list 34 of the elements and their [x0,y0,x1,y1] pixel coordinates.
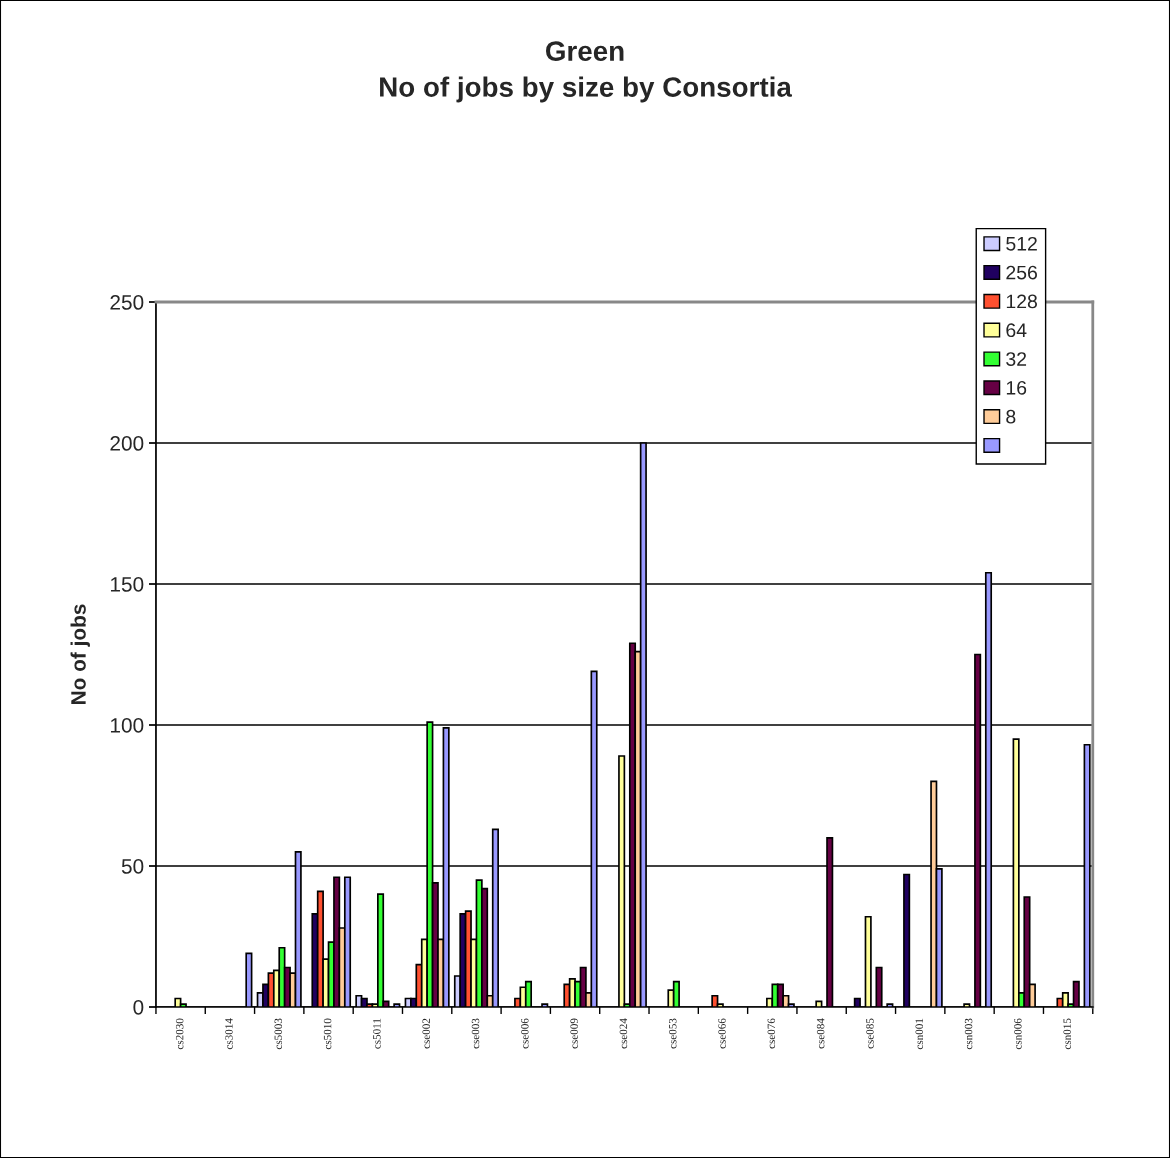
x-tick-label: cse009 [570,1018,578,1049]
x-tick-label: cs5003 [274,1018,283,1050]
legend-label: 8 [1006,409,1016,424]
chart-title: Green No of jobs by size by Consortia [380,41,793,103]
x-tick-label: cs5010 [323,1018,332,1050]
y-tick-label: 200 [110,436,144,451]
x-tick-label: csn006 [1014,1018,1022,1050]
y-tick-label: 0 [133,1000,144,1015]
x-tick-label: cse084 [816,1018,825,1049]
x-tick-label: cs3014 [225,1018,233,1050]
x-tick-label: cse002 [422,1018,430,1049]
x-tick-label: cs2030 [175,1018,184,1050]
legend-label: 64 [1006,323,1027,338]
x-tick-label: csn003 [964,1018,973,1050]
legend-label: 32 [1006,352,1027,366]
x-tick-label: cse066 [718,1018,726,1049]
x-tick-label: cse076 [767,1018,776,1049]
y-tick-label: 50 [121,859,144,874]
legend-label: 128 [1006,294,1037,309]
x-tick-label: cse053 [668,1018,677,1049]
x-tick-label: cse085 [866,1018,874,1049]
y-tick-label: 150 [110,577,144,592]
y-tick-label: 100 [110,718,144,733]
legend-label: 16 [1006,380,1027,395]
x-tick-label: cse024 [619,1018,628,1049]
y-tick-label: 250 [110,295,144,310]
x-tick-label: cse006 [521,1018,529,1049]
legend-label: 256 [1006,265,1037,280]
x-tick-label: cs5011 [373,1018,381,1049]
y-axis-title: No of jobs [70,604,90,705]
x-tick-label: csn015 [1063,1018,1071,1050]
x-tick-label: cse003 [471,1018,480,1049]
legend-label: 512 [1006,236,1037,251]
x-tick-label: csn001 [915,1018,923,1050]
